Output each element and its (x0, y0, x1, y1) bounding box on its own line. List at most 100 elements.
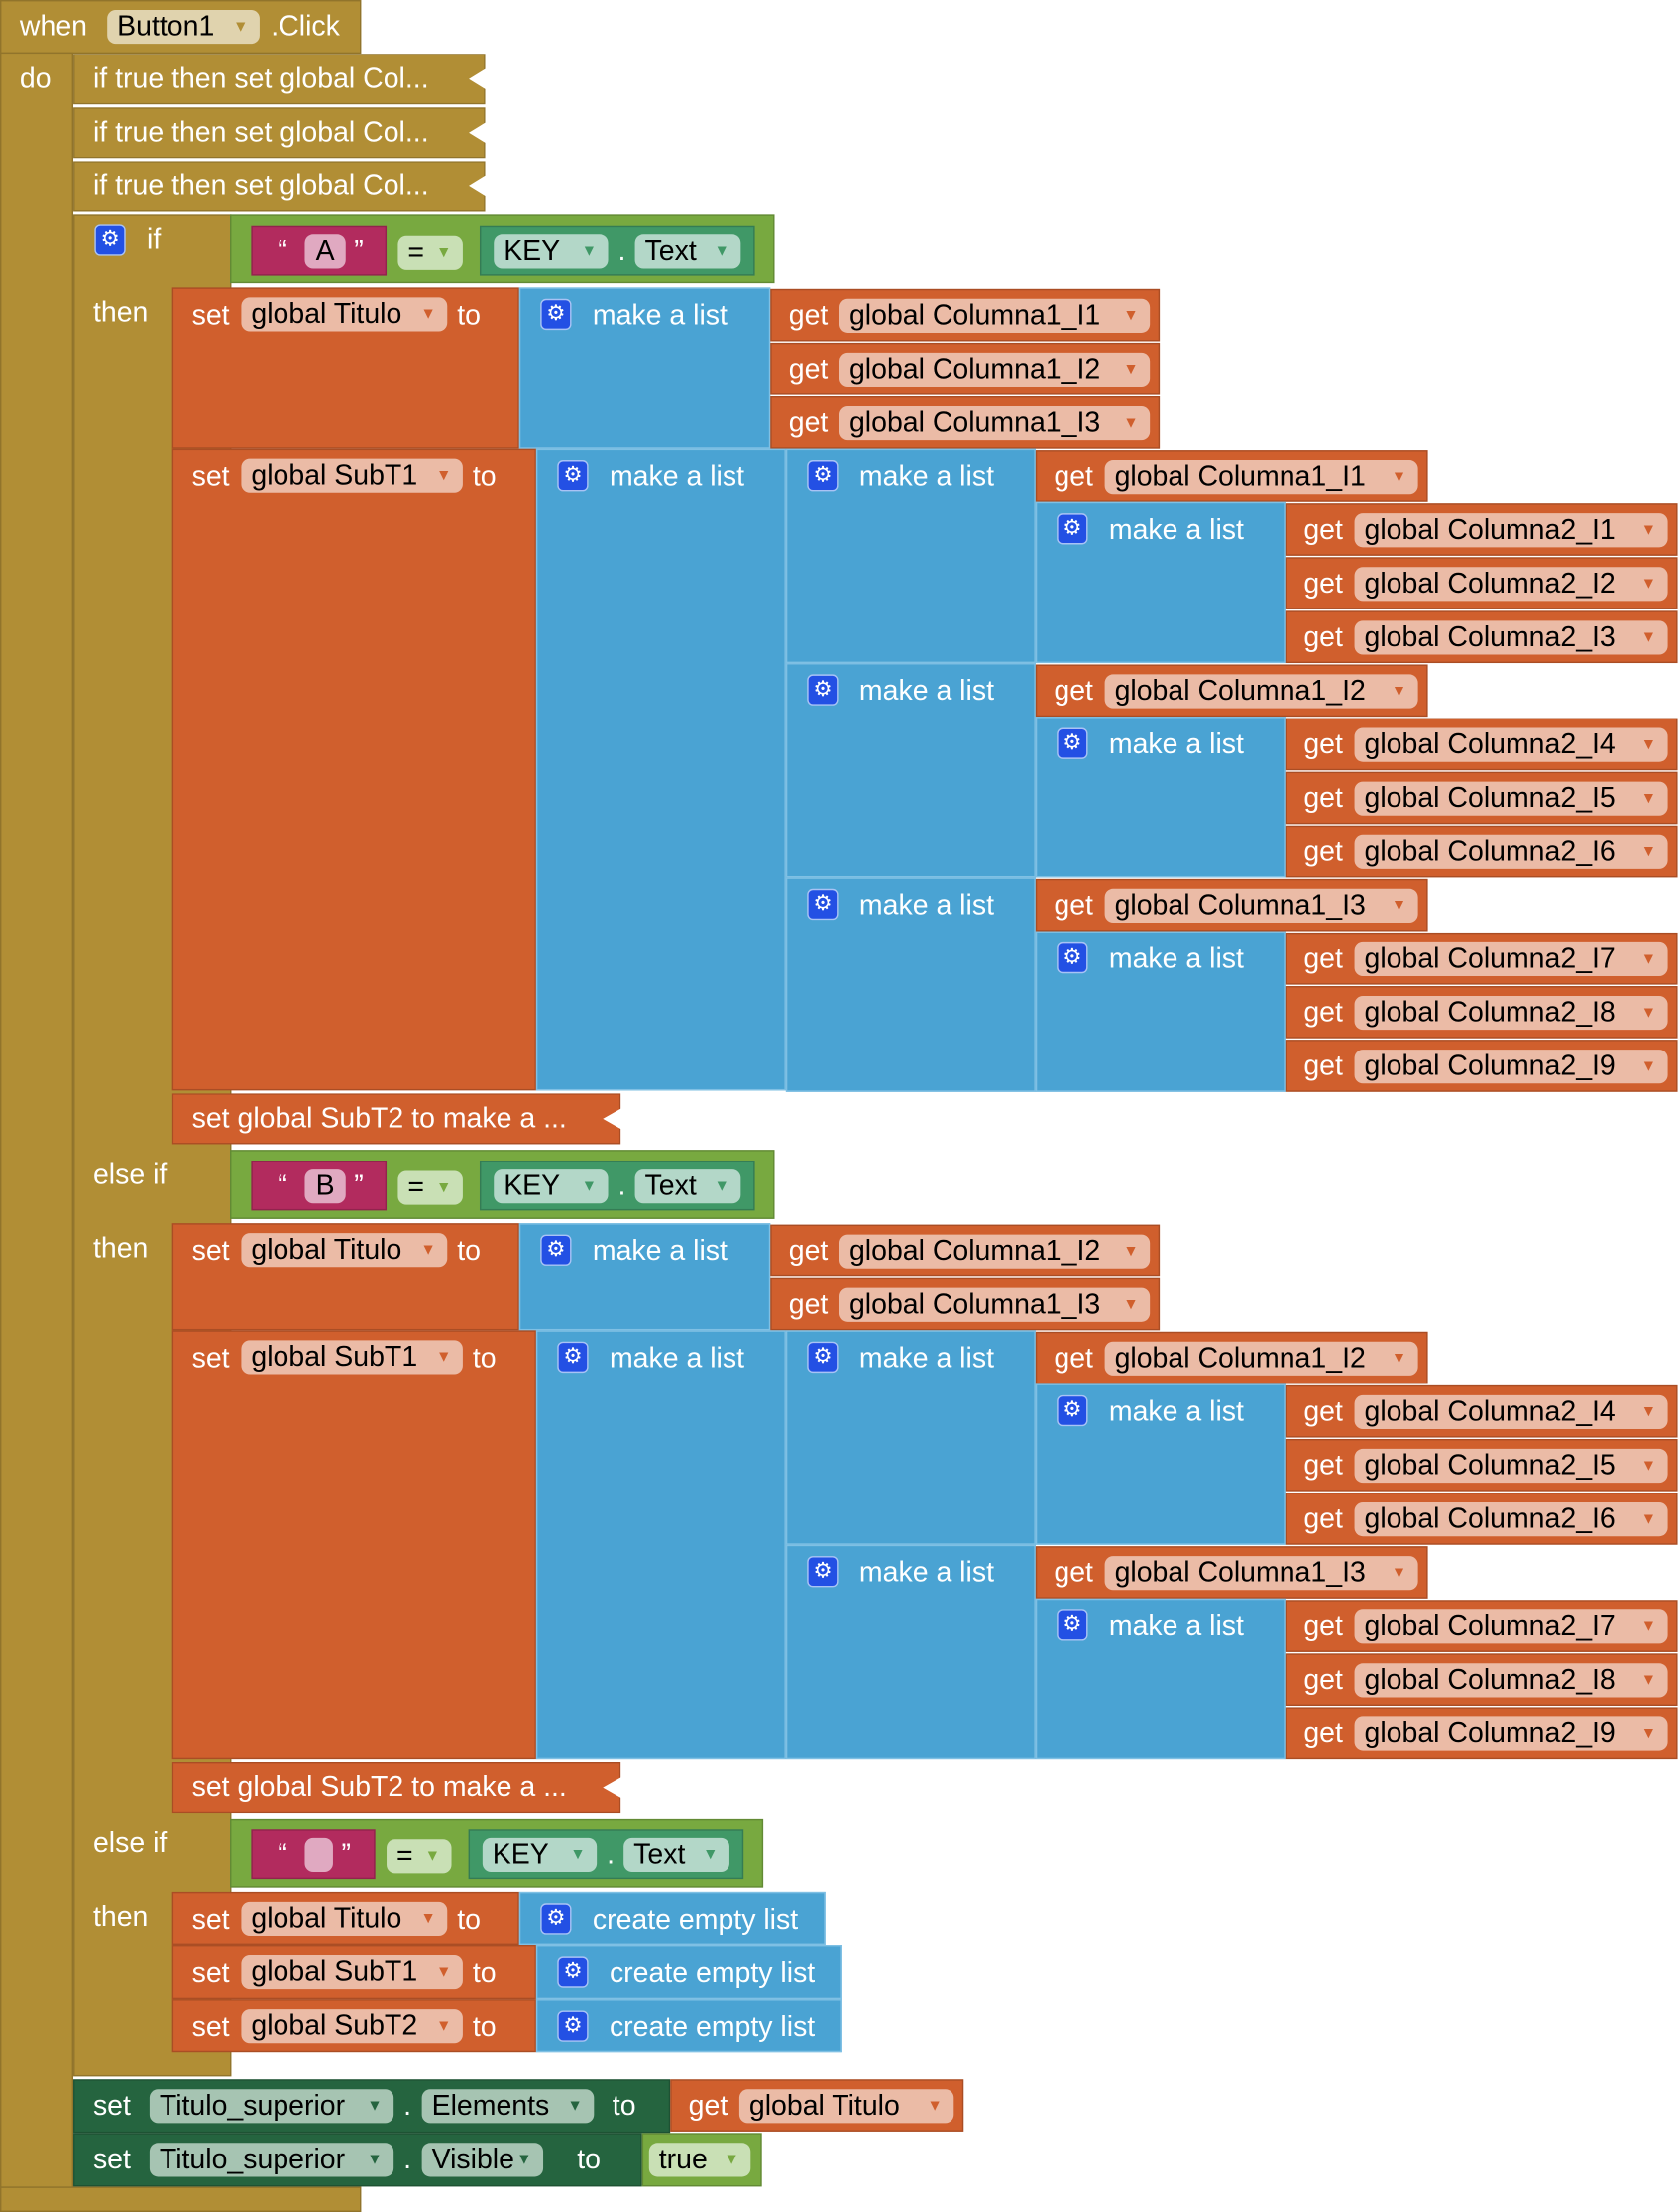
open-quote: “ (278, 1170, 287, 1202)
variable-dropdown[interactable]: global SubT1 ▼ (241, 458, 463, 493)
dropdown-arrow-icon: ▼ (1123, 414, 1139, 432)
variable-dropdown[interactable]: global Columna1_I1 ▼ (1104, 460, 1418, 495)
mutator-gear-icon[interactable]: ⚙ (807, 674, 839, 706)
component-dropdown[interactable]: Titulo_superior ▼ (149, 2089, 394, 2124)
set-keyword: set (191, 1343, 230, 1375)
variable-dropdown[interactable]: global SubT1 ▼ (241, 1954, 463, 1990)
variable-dropdown[interactable]: global Columna2_I7 ▼ (1354, 1609, 1668, 1644)
mutator-gear-icon[interactable]: ⚙ (1057, 727, 1088, 759)
variable-dropdown[interactable]: global Columna1_I3 ▼ (839, 405, 1151, 441)
variable-dropdown[interactable]: global Titulo ▼ (241, 1901, 448, 1936)
boolean-dropdown[interactable]: true ▼ (648, 2143, 751, 2177)
property-dropdown[interactable]: Elements ▼ (421, 2089, 595, 2124)
variable-dropdown[interactable]: global Titulo ▼ (241, 1233, 448, 1268)
operator-dropdown[interactable]: = ▼ (397, 235, 463, 270)
mutator-gear-icon[interactable]: ⚙ (807, 460, 839, 492)
mutator-gear-icon[interactable]: ⚙ (1057, 513, 1088, 545)
collapsed-block[interactable] (73, 161, 486, 212)
mutator-gear-icon[interactable]: ⚙ (540, 298, 572, 331)
mutator-gear-icon[interactable]: ⚙ (94, 224, 126, 256)
get-keyword: get (1303, 728, 1343, 761)
variable-dropdown[interactable]: global Titulo ▼ (738, 2089, 954, 2124)
dropdown-arrow-icon: ▼ (1391, 1564, 1407, 1582)
variable-dropdown[interactable]: global SubT1 ▼ (241, 1340, 463, 1375)
dropdown-arrow-icon: ▼ (233, 18, 249, 36)
variable-dropdown[interactable]: global Columna1_I3 ▼ (1104, 888, 1418, 923)
make-a-list-label: make a list (858, 1557, 994, 1589)
text-value-field[interactable] (304, 1837, 333, 1872)
set-variable-block[interactable] (171, 448, 536, 1091)
variable-dropdown[interactable]: global Columna1_I3 ▼ (839, 1287, 1151, 1322)
variable-dropdown[interactable]: global Columna2_I9 ▼ (1354, 1050, 1668, 1084)
variable-dropdown[interactable]: global Columna1_I2 ▼ (839, 1234, 1151, 1269)
property-dropdown[interactable]: Text ▼ (623, 1837, 729, 1872)
mutator-gear-icon[interactable]: ⚙ (557, 2010, 589, 2042)
variable-dropdown[interactable]: global Columna2_I5 ▼ (1354, 781, 1668, 816)
dropdown-arrow-icon: ▼ (1640, 1004, 1657, 1022)
text-value-field[interactable]: A (304, 234, 346, 269)
property-dropdown[interactable]: Visible ▼ (421, 2143, 544, 2177)
collapsed-block[interactable] (73, 107, 486, 159)
get-keyword: get (1303, 1396, 1343, 1428)
variable-dropdown[interactable]: global Columna2_I8 ▼ (1354, 995, 1668, 1031)
mutator-gear-icon[interactable]: ⚙ (807, 888, 839, 921)
component-dropdown[interactable]: Button1 ▼ (107, 9, 260, 45)
make-a-list-block[interactable] (535, 1330, 786, 1760)
variable-dropdown[interactable]: global Titulo ▼ (241, 297, 448, 332)
dropdown-arrow-icon: ▼ (1640, 1057, 1657, 1075)
component-dropdown[interactable]: KEY ▼ (482, 1837, 598, 1872)
variable-dropdown[interactable]: global Columna1_I2 ▼ (839, 352, 1151, 387)
variable-dropdown[interactable]: global Columna2_I7 ▼ (1354, 941, 1668, 977)
make-a-list-label: make a list (592, 300, 728, 332)
variable-dropdown[interactable]: global Columna1_I1 ▼ (839, 298, 1151, 333)
mutator-gear-icon[interactable]: ⚙ (807, 1341, 839, 1374)
variable-dropdown[interactable]: global Columna2_I1 ▼ (1354, 513, 1668, 548)
variable-dropdown[interactable]: global Columna2_I4 ▼ (1354, 727, 1668, 762)
property-dropdown-label: Text (644, 1170, 697, 1202)
variable-dropdown[interactable]: global Columna1_I2 ▼ (1104, 674, 1418, 709)
component-dropdown[interactable]: Titulo_superior ▼ (149, 2143, 394, 2177)
component-dropdown-label: KEY (504, 1170, 561, 1202)
text-value-field[interactable]: B (304, 1169, 346, 1204)
mutator-gear-icon[interactable]: ⚙ (807, 1556, 839, 1588)
dropdown-arrow-icon: ▼ (1640, 1403, 1657, 1421)
variable-dropdown[interactable]: global Columna2_I2 ▼ (1354, 567, 1668, 602)
variable-dropdown[interactable]: global Columna2_I6 ▼ (1354, 1502, 1668, 1537)
variable-dropdown[interactable]: global Columna1_I2 ▼ (1104, 1341, 1418, 1376)
operator-dropdown[interactable]: = ▼ (397, 1170, 463, 1205)
variable-dropdown[interactable]: global Columna2_I5 ▼ (1354, 1448, 1668, 1484)
variable-dropdown[interactable]: global SubT2 ▼ (241, 2009, 463, 2044)
component-dropdown[interactable]: KEY ▼ (494, 1169, 609, 1204)
mutator-gear-icon[interactable]: ⚙ (540, 1903, 572, 1935)
variable-dropdown[interactable]: global Columna1_I3 ▼ (1104, 1556, 1418, 1591)
collapsed-block[interactable] (73, 54, 486, 105)
variable-dropdown[interactable]: global Columna2_I6 ▼ (1354, 834, 1668, 869)
set-variable-block[interactable] (171, 287, 519, 449)
mutator-gear-icon[interactable]: ⚙ (1057, 1394, 1088, 1427)
dropdown-arrow-icon: ▼ (1640, 575, 1657, 593)
make-a-list-block[interactable] (535, 448, 786, 1091)
to-keyword: to (577, 2144, 601, 2176)
mutator-gear-icon[interactable]: ⚙ (1057, 941, 1088, 974)
operator-dropdown[interactable]: = ▼ (387, 1839, 452, 1874)
variable-dropdown-label: global SubT1 (251, 460, 418, 492)
mutator-gear-icon[interactable]: ⚙ (557, 1341, 589, 1374)
set-variable-block[interactable] (171, 1330, 536, 1760)
mutator-gear-icon[interactable]: ⚙ (557, 1956, 589, 1988)
variable-dropdown[interactable]: global Columna2_I8 ▼ (1354, 1663, 1668, 1698)
mutator-gear-icon[interactable]: ⚙ (540, 1234, 572, 1266)
to-keyword: to (472, 461, 497, 493)
dropdown-arrow-icon: ▼ (420, 305, 436, 323)
variable-dropdown[interactable]: global Columna2_I9 ▼ (1354, 1716, 1668, 1751)
dropdown-arrow-icon: ▼ (1123, 1243, 1139, 1261)
do-keyword: do (19, 63, 52, 95)
variable-dropdown[interactable]: global Columna2_I4 ▼ (1354, 1394, 1668, 1430)
variable-dropdown[interactable]: global Columna2_I3 ▼ (1354, 620, 1668, 655)
property-dropdown[interactable]: Text ▼ (634, 1169, 741, 1204)
mutator-gear-icon[interactable]: ⚙ (1057, 1609, 1088, 1641)
mutator-gear-icon[interactable]: ⚙ (557, 460, 589, 492)
property-dropdown[interactable]: Text ▼ (634, 234, 741, 269)
component-dropdown[interactable]: KEY ▼ (494, 234, 609, 269)
dropdown-arrow-icon: ▼ (703, 1846, 719, 1864)
